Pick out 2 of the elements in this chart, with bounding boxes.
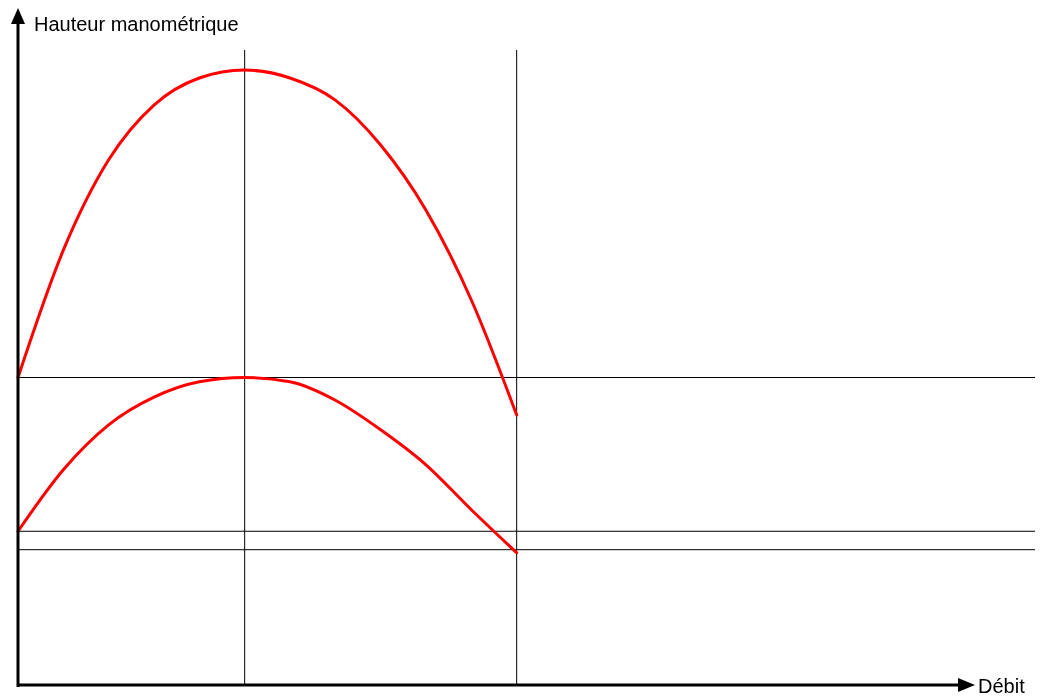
x-axis-title: Débit (978, 675, 1026, 696)
y-axis-title: Hauteur manométrique (34, 13, 239, 35)
